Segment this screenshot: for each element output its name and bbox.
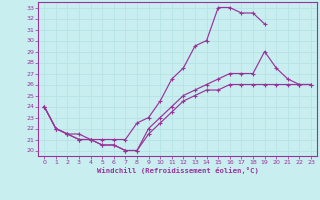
X-axis label: Windchill (Refroidissement éolien,°C): Windchill (Refroidissement éolien,°C)	[97, 167, 259, 174]
